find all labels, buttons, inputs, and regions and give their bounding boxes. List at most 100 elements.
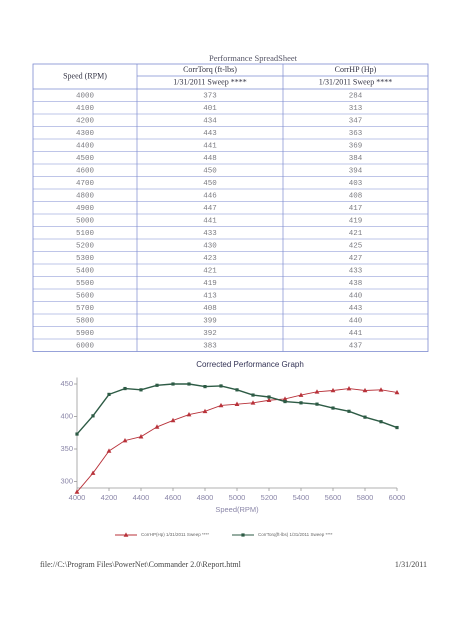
marker xyxy=(395,425,399,430)
table-cell: 440 xyxy=(349,318,363,326)
table-cell: 4400 xyxy=(76,143,95,151)
table-cell: 443 xyxy=(203,130,217,138)
marker xyxy=(123,386,127,391)
table-cell: 401 xyxy=(203,105,217,113)
marker xyxy=(331,406,335,410)
marker xyxy=(283,399,287,404)
table-cell: 4900 xyxy=(76,205,95,213)
table-cell: 394 xyxy=(349,168,363,176)
table-cell: 4500 xyxy=(76,155,95,163)
table-cell: 408 xyxy=(203,305,217,313)
marker xyxy=(123,532,129,537)
table-cell: 5900 xyxy=(76,330,95,338)
marker xyxy=(122,437,128,443)
x-tick-label: 5200 xyxy=(261,493,278,502)
marker xyxy=(314,389,320,394)
marker xyxy=(298,392,304,397)
table-cell: 363 xyxy=(349,130,363,138)
sweep-label: 1/31/2011 Sweep **** xyxy=(173,77,246,86)
marker xyxy=(235,388,239,392)
table-border xyxy=(32,63,429,352)
marker xyxy=(378,387,384,392)
table-cell: 425 xyxy=(349,243,363,251)
table-cell: 438 xyxy=(349,280,363,288)
legend-label: CorrHP(Hp) 1/31/2011 Sweep **** xyxy=(141,532,209,537)
table-cell: 384 xyxy=(349,155,363,163)
table-cell: 421 xyxy=(349,230,363,238)
chart: Corrected Performance Graph 300 350 400 450 4… xyxy=(60,360,405,537)
table-cell: 284 xyxy=(349,93,363,101)
x-tick-label: 4000 xyxy=(69,493,86,502)
marker xyxy=(90,470,96,475)
table-cell: 419 xyxy=(203,280,217,288)
table-cell: 369 xyxy=(349,143,363,151)
marker xyxy=(346,385,352,391)
marker xyxy=(330,387,336,393)
marker xyxy=(234,401,240,406)
y-tick-label: 450 xyxy=(60,379,73,388)
sheet-title: Performance SpreadSheet xyxy=(209,53,298,63)
marker xyxy=(170,417,176,423)
table-cell: 433 xyxy=(203,230,217,238)
table-cell: 4200 xyxy=(76,118,95,126)
x-tick-label: 5800 xyxy=(357,493,374,502)
table-cell: 5100 xyxy=(76,230,95,238)
table-cell: 392 xyxy=(203,330,217,338)
table-cell: 5800 xyxy=(76,318,95,326)
table-cell: 408 xyxy=(349,193,363,201)
marker xyxy=(250,400,256,405)
table-cell: 450 xyxy=(203,180,217,188)
marker xyxy=(394,389,400,395)
marker xyxy=(186,411,192,417)
table-cell: 4100 xyxy=(76,105,95,113)
marker xyxy=(106,448,112,453)
footer-path: file://C:\Program Files\PowerNet\Command… xyxy=(40,560,242,569)
x-tick-label: 4400 xyxy=(133,493,150,502)
chart-title: Corrected Performance Graph xyxy=(196,360,304,369)
x-tick-label: 6000 xyxy=(389,493,406,502)
table-cell: 4000 xyxy=(76,93,95,101)
marker xyxy=(74,489,80,494)
table-cell: 441 xyxy=(203,143,217,151)
marker xyxy=(187,382,191,386)
table-cell: 447 xyxy=(203,205,217,213)
table-cell: 417 xyxy=(349,205,363,213)
marker xyxy=(154,424,160,429)
table-cell: 5200 xyxy=(76,243,95,251)
marker xyxy=(75,432,79,436)
table-cell: 427 xyxy=(349,255,363,263)
table-cell: 5500 xyxy=(76,280,95,288)
table-cell: 441 xyxy=(349,330,363,338)
marker xyxy=(347,409,351,413)
marker xyxy=(139,388,143,392)
marker xyxy=(241,533,245,537)
column-header: CorrTorq (ft-lbs) xyxy=(183,65,237,74)
table-cell: 430 xyxy=(203,243,217,251)
x-axis-label: Speed(RPM) xyxy=(215,505,259,514)
table-cell: 5000 xyxy=(76,218,95,226)
marker xyxy=(203,385,207,389)
x-tick-label: 5600 xyxy=(325,493,342,502)
table-cell: 383 xyxy=(203,343,217,351)
table-cell: 437 xyxy=(349,343,363,351)
marker xyxy=(107,392,111,396)
x-tick-label: 4800 xyxy=(197,493,214,502)
marker xyxy=(155,383,159,387)
marker xyxy=(171,382,175,386)
table-cell: 4700 xyxy=(76,180,95,188)
table-cell: 4600 xyxy=(76,168,95,176)
table-cell: 5300 xyxy=(76,255,95,263)
sweep-label: 1/31/2011 Sweep **** xyxy=(319,77,392,86)
table-cell: 5700 xyxy=(76,305,95,313)
marker xyxy=(218,402,224,408)
x-tick-label: 5400 xyxy=(293,493,310,502)
x-tick-label: 4600 xyxy=(165,493,182,502)
marker xyxy=(91,414,95,418)
table-cell: 423 xyxy=(203,255,217,263)
table-cell: 4300 xyxy=(76,130,95,138)
marker xyxy=(315,402,319,406)
marker xyxy=(219,384,223,388)
